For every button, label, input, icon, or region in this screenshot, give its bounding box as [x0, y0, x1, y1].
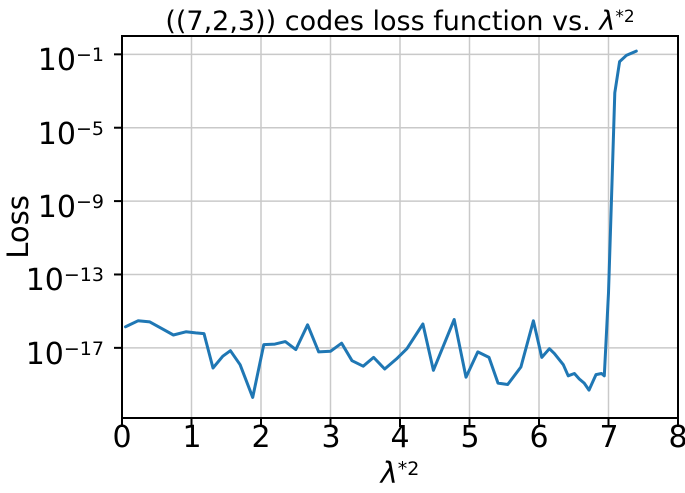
- x-tick-label: 5: [460, 420, 480, 455]
- chart-title: ((7,2,3)) codes loss function vs. λ*2: [100, 0, 685, 39]
- x-tick-label: 8: [668, 420, 685, 455]
- chart-title-superscript: *2: [615, 7, 635, 27]
- x-tick-label: 4: [390, 420, 410, 455]
- x-tick-label: 0: [112, 420, 132, 455]
- y-tick-label: 10−5: [37, 117, 104, 152]
- y-tick-label: 10−1: [37, 43, 104, 78]
- x-axis-label: λ*2: [122, 451, 678, 491]
- x-tick-label: 7: [599, 420, 619, 455]
- x-tick-label: 6: [529, 420, 549, 455]
- x-tick-label: 3: [321, 420, 341, 455]
- y-axis-label: Loss: [1, 195, 35, 259]
- chart-title-text: ((7,2,3)) codes loss function vs.: [165, 6, 600, 37]
- lambda-symbol: λ: [380, 456, 398, 490]
- y-tick-label: 10−13: [25, 263, 104, 298]
- y-tick-label: 10−9: [37, 190, 104, 225]
- x-tick-label: 1: [182, 420, 202, 455]
- y-tick-label: 10−17: [25, 337, 104, 372]
- x-tick-label: 2: [251, 420, 271, 455]
- axes-frame: [121, 35, 679, 419]
- loss-curve: [124, 49, 638, 399]
- lambda-symbol: λ: [599, 6, 616, 37]
- x-axis-label-superscript: *2: [397, 458, 420, 480]
